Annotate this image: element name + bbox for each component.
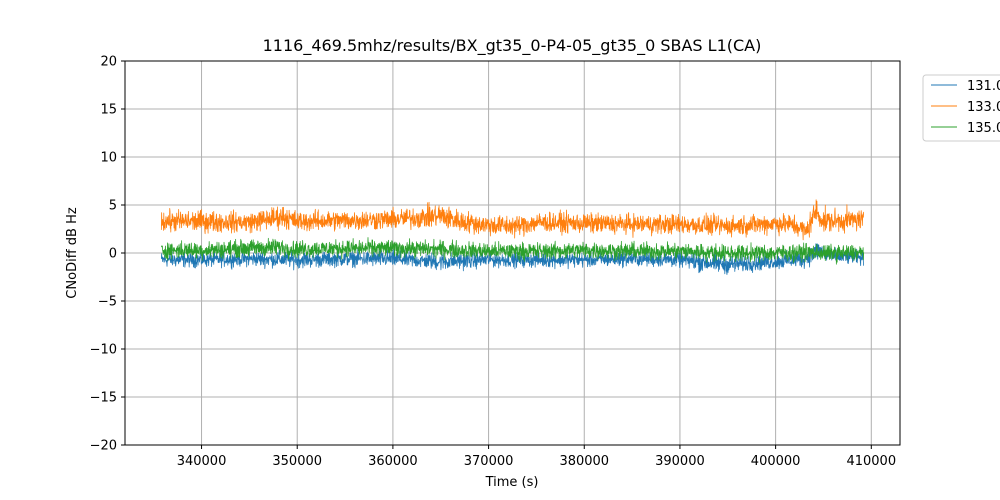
y-tick-label: 20	[100, 55, 117, 70]
y-tick-label: −15	[90, 391, 117, 406]
x-tick-label: 400000	[751, 454, 801, 469]
y-tick-label: 10	[100, 151, 117, 166]
x-axis-label: Time (s)	[485, 475, 539, 490]
series-layer	[160, 199, 865, 275]
series-line-135-0	[160, 237, 865, 265]
series-line-131-0	[160, 243, 865, 275]
x-tick-label: 390000	[655, 454, 705, 469]
x-tick-label: 370000	[464, 454, 514, 469]
y-tick-label: −5	[98, 295, 117, 310]
y-tick-label: −20	[90, 439, 117, 454]
x-tick-label: 380000	[559, 454, 609, 469]
legend-frame	[922, 74, 1000, 142]
legend: 131.0 133.0 135.0	[922, 74, 1000, 142]
chart-title: 1116_469.5mhz/results/BX_gt35_0-P4-05_gt…	[263, 36, 762, 56]
plot-area	[124, 60, 901, 446]
y-tick-label: −10	[90, 343, 117, 358]
series-line-133-0	[160, 199, 865, 241]
y-tick-label: 5	[109, 199, 117, 214]
x-axis-ticks: 340000 350000 360000 370000 380000 390000 4000…	[177, 445, 896, 469]
x-tick-label: 340000	[177, 454, 227, 469]
legend-label: 135.0	[967, 121, 1000, 136]
y-tick-label: 15	[100, 103, 117, 118]
x-tick-label: 410000	[846, 454, 896, 469]
y-axis-ticks: −20 −15 −10 −5 0 5 10 15 20	[90, 55, 125, 454]
x-tick-label: 360000	[368, 454, 418, 469]
x-tick-label: 350000	[272, 454, 322, 469]
y-axis-label: CNoDiff dB Hz	[65, 207, 80, 299]
legend-label: 133.0	[967, 100, 1000, 115]
y-tick-label: 0	[109, 247, 117, 262]
legend-label: 131.0	[967, 79, 1000, 94]
